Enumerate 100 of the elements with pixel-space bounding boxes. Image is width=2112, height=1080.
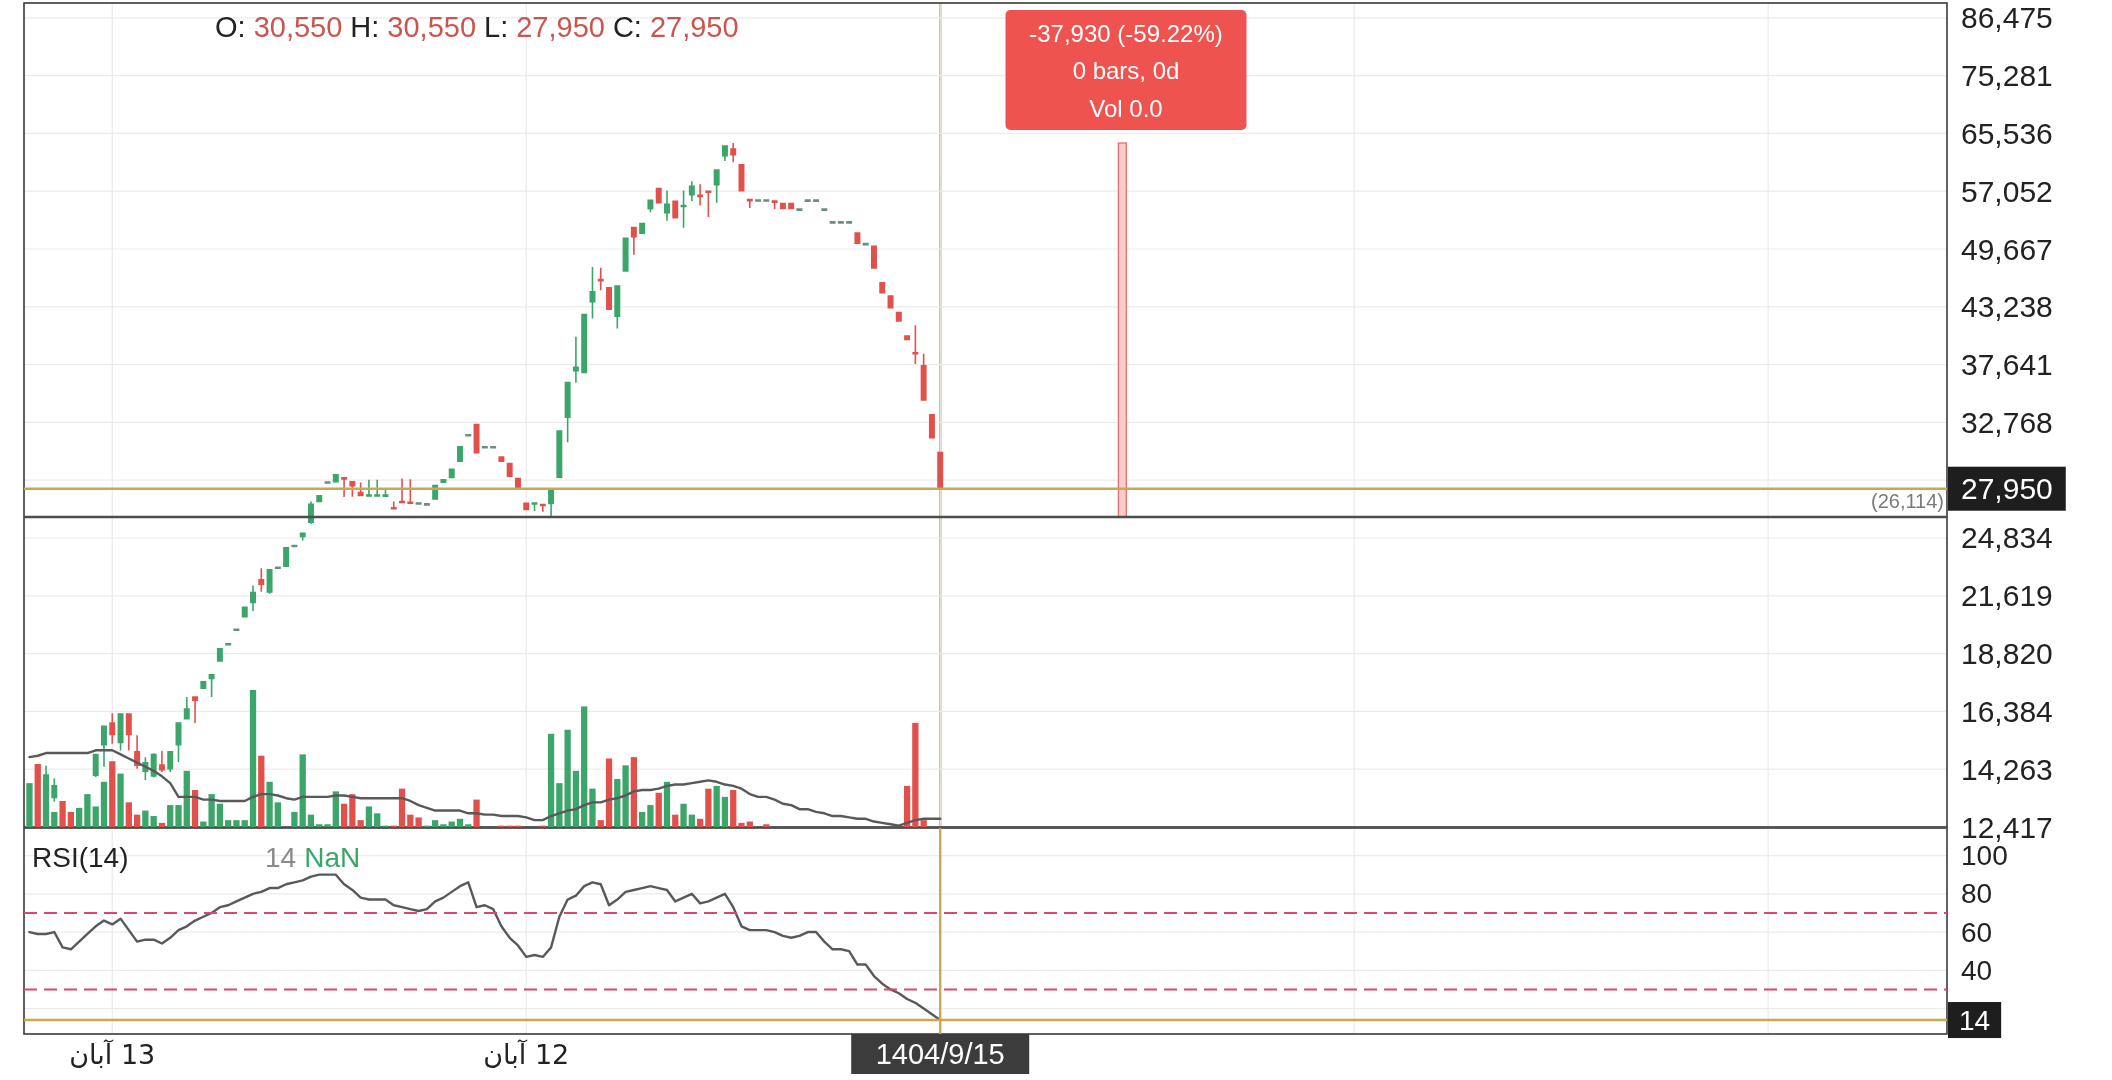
- x-tick-label: 13 آبان: [69, 1038, 156, 1070]
- candlestick: [415, 502, 422, 505]
- y-tick-label: 18,820: [1961, 637, 2053, 671]
- bar: [208, 794, 215, 827]
- bar: [407, 814, 414, 827]
- y-tick-label: 60: [1961, 916, 1993, 948]
- bar: [76, 807, 83, 827]
- candlestick: [341, 477, 348, 497]
- y-tick-label: 80: [1961, 878, 1993, 910]
- bar: [713, 785, 720, 827]
- annotation: 14: [265, 841, 297, 873]
- bar: [763, 824, 770, 827]
- bar: [92, 806, 99, 827]
- bar: [249, 690, 257, 827]
- bar: [639, 811, 646, 827]
- bar: [374, 813, 381, 827]
- bar: [109, 761, 116, 827]
- bar: [581, 706, 588, 827]
- annotation: O:: [215, 11, 246, 43]
- bar: [572, 770, 580, 827]
- annotation: C:: [612, 11, 642, 43]
- bar: [730, 790, 737, 827]
- text: RSI(14): [32, 841, 129, 873]
- line-series: [28, 873, 942, 1022]
- bar: [440, 824, 447, 827]
- candlestick: [804, 199, 811, 202]
- bar: [589, 788, 596, 827]
- candlestick: [697, 184, 704, 206]
- bar: [680, 803, 687, 827]
- y-tick-label: 12,417: [1961, 810, 2053, 844]
- candlestick: [746, 198, 753, 208]
- bar: [324, 824, 331, 827]
- bar: [26, 783, 33, 827]
- candlestick: [465, 434, 472, 437]
- candlestick: [630, 226, 637, 255]
- bar: [688, 814, 695, 827]
- bar: [655, 792, 662, 827]
- annotation: Vol 0.0: [1089, 94, 1163, 122]
- candlestick: [423, 503, 430, 506]
- y-tick-label: 86,475: [1961, 1, 2053, 35]
- bar: [225, 820, 232, 827]
- bar: [84, 794, 91, 827]
- bar: [647, 805, 654, 827]
- annotation: 30,550: [253, 11, 343, 43]
- annotation: 30,550: [387, 11, 477, 43]
- candlestick: [399, 478, 406, 504]
- bar: [912, 722, 919, 827]
- bar: [233, 820, 240, 827]
- candlestick: [821, 208, 828, 211]
- candlestick: [846, 221, 853, 224]
- candlestick: [664, 190, 670, 221]
- y-tick-label: 16,384: [1961, 694, 2053, 728]
- bar: [614, 779, 621, 827]
- bar: [705, 788, 712, 827]
- bar: [597, 820, 604, 827]
- candlestick: [158, 750, 165, 772]
- bar: [721, 796, 729, 827]
- bar: [183, 770, 190, 827]
- y-tick-label: 32,768: [1961, 405, 2053, 439]
- bar: [150, 816, 157, 827]
- bar: [34, 763, 41, 827]
- bar: [465, 824, 472, 827]
- bar: [365, 806, 373, 827]
- annotation: (26,114): [1870, 490, 1944, 513]
- bar: [117, 773, 124, 827]
- candlestick: [374, 479, 381, 497]
- annotation: -37,930 (-59.22%): [1029, 19, 1223, 47]
- candlestick: [837, 221, 844, 224]
- candlestick: [829, 221, 836, 224]
- bar: [738, 822, 745, 827]
- bar: [100, 781, 108, 827]
- bar: [125, 802, 132, 827]
- bar: [59, 800, 66, 827]
- candlestick: [763, 199, 770, 202]
- bar: [622, 765, 629, 827]
- y-tick-label: 43,238: [1961, 290, 2053, 324]
- candlestick: [490, 445, 497, 449]
- bar: [316, 824, 323, 827]
- y-tick-label: 14,263: [1961, 752, 2053, 786]
- candlestick: [233, 628, 240, 632]
- y-tick-label: 24,834: [1961, 521, 2053, 555]
- annotation: NaN: [304, 841, 361, 873]
- bar: [556, 783, 563, 827]
- candlestick: [258, 568, 265, 592]
- bar: [340, 803, 348, 827]
- bar: [605, 758, 613, 827]
- bar: [432, 820, 439, 827]
- bar: [51, 811, 58, 827]
- bar: [241, 820, 248, 827]
- bar: [216, 803, 224, 827]
- bar: [266, 781, 273, 827]
- bar: [142, 810, 149, 827]
- bar: [307, 814, 315, 827]
- y-tick-label: 21,619: [1961, 579, 2053, 613]
- candlestick: [481, 445, 488, 449]
- bar: [133, 814, 141, 827]
- bar: [415, 817, 422, 827]
- candlestick: [813, 199, 819, 202]
- y-tick-label: 37,641: [1961, 348, 2053, 382]
- annotation: 0 bars, 0d: [1072, 57, 1180, 84]
